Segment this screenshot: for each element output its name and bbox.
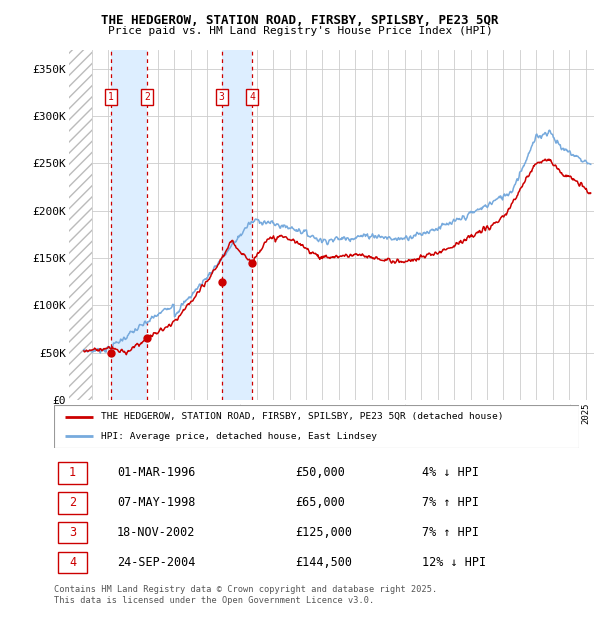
Text: 3: 3 xyxy=(69,526,76,539)
Text: £50,000: £50,000 xyxy=(296,466,346,479)
FancyBboxPatch shape xyxy=(58,492,87,513)
FancyBboxPatch shape xyxy=(58,522,87,543)
Text: £125,000: £125,000 xyxy=(296,526,353,539)
Text: £144,500: £144,500 xyxy=(296,556,353,569)
Text: THE HEDGEROW, STATION ROAD, FIRSBY, SPILSBY, PE23 5QR: THE HEDGEROW, STATION ROAD, FIRSBY, SPIL… xyxy=(101,14,499,27)
Text: 24-SEP-2004: 24-SEP-2004 xyxy=(117,556,196,569)
Text: 4: 4 xyxy=(69,556,76,569)
Text: 7% ↑ HPI: 7% ↑ HPI xyxy=(421,496,479,509)
Text: 4% ↓ HPI: 4% ↓ HPI xyxy=(421,466,479,479)
Bar xyxy=(222,50,252,400)
Text: 18-NOV-2002: 18-NOV-2002 xyxy=(117,526,196,539)
Text: 12% ↓ HPI: 12% ↓ HPI xyxy=(421,556,485,569)
Text: 4: 4 xyxy=(249,92,255,102)
FancyBboxPatch shape xyxy=(58,462,87,484)
Text: 7% ↑ HPI: 7% ↑ HPI xyxy=(421,526,479,539)
Text: 1: 1 xyxy=(109,92,114,102)
Text: Contains HM Land Registry data © Crown copyright and database right 2025.: Contains HM Land Registry data © Crown c… xyxy=(54,585,437,594)
Text: THE HEDGEROW, STATION ROAD, FIRSBY, SPILSBY, PE23 5QR (detached house): THE HEDGEROW, STATION ROAD, FIRSBY, SPIL… xyxy=(101,412,504,422)
Text: 01-MAR-1996: 01-MAR-1996 xyxy=(117,466,196,479)
Text: 07-MAY-1998: 07-MAY-1998 xyxy=(117,496,196,509)
Text: HPI: Average price, detached house, East Lindsey: HPI: Average price, detached house, East… xyxy=(101,432,377,441)
FancyBboxPatch shape xyxy=(58,552,87,574)
Text: 2: 2 xyxy=(69,496,76,509)
Text: 3: 3 xyxy=(219,92,224,102)
Text: This data is licensed under the Open Government Licence v3.0.: This data is licensed under the Open Gov… xyxy=(54,596,374,606)
Text: Price paid vs. HM Land Registry's House Price Index (HPI): Price paid vs. HM Land Registry's House … xyxy=(107,26,493,36)
Text: 1: 1 xyxy=(69,466,76,479)
Text: 2: 2 xyxy=(144,92,150,102)
Text: £65,000: £65,000 xyxy=(296,496,346,509)
Bar xyxy=(69,50,92,400)
Bar xyxy=(111,50,147,400)
